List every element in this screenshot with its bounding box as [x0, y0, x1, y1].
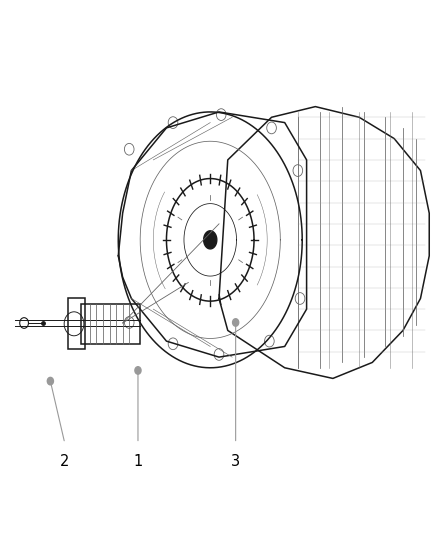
- Text: 2: 2: [60, 454, 70, 469]
- Circle shape: [47, 377, 53, 385]
- Text: 1: 1: [133, 454, 143, 469]
- Circle shape: [233, 319, 239, 326]
- Polygon shape: [204, 231, 217, 249]
- Text: 3: 3: [231, 454, 240, 469]
- Bar: [68, 298, 85, 349]
- Circle shape: [135, 367, 141, 374]
- Bar: [81, 304, 140, 344]
